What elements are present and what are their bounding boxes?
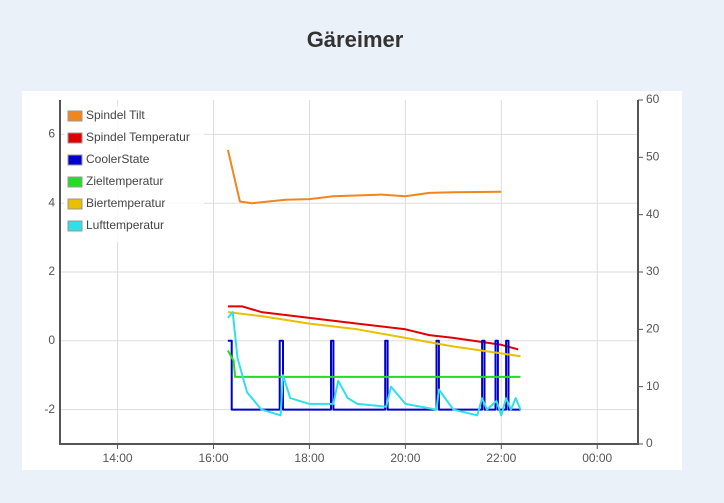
y-tick-label: 2 (48, 264, 55, 278)
series-line (227, 339, 521, 411)
x-tick-label: 22:00 (486, 451, 516, 465)
legend-label: CoolerState (86, 152, 150, 166)
y2-tick-label: 10 (646, 379, 660, 393)
y-tick-label: 4 (48, 195, 55, 209)
series-line (227, 311, 521, 358)
x-tick-label: 00:00 (582, 451, 612, 465)
y2-tick-label: 60 (646, 92, 660, 106)
y-tick-label: -2 (44, 402, 55, 416)
x-tick-label: 18:00 (294, 451, 324, 465)
legend-swatch (67, 220, 83, 232)
legend-label: Lufttemperatur (86, 218, 164, 232)
y-tick-label: 0 (48, 333, 55, 347)
legend-box (64, 106, 204, 242)
legend-label: Biertemperatur (86, 196, 165, 210)
x-tick-label: 16:00 (198, 451, 228, 465)
series-line (226, 149, 502, 205)
legend-swatch (67, 176, 83, 188)
series-line (227, 350, 521, 378)
series-line (227, 311, 522, 417)
chart-title: Gäreimer (307, 27, 404, 52)
legend-label: Spindel Tilt (86, 108, 145, 122)
y2-tick-label: 50 (646, 150, 660, 164)
legend-swatch (67, 110, 83, 122)
x-tick-label: 14:00 (103, 451, 133, 465)
legend-swatch (67, 198, 83, 210)
y2-tick-label: 20 (646, 322, 660, 336)
y-tick-label: 6 (48, 127, 55, 141)
legend-label: Zieltemperatur (86, 174, 163, 188)
x-tick-label: 20:00 (390, 451, 420, 465)
y2-tick-label: 30 (646, 264, 660, 278)
legend-label: Spindel Temperatur (86, 130, 190, 144)
legend-swatch (67, 132, 83, 144)
axis-frame (59, 100, 639, 445)
y2-tick-label: 0 (646, 436, 653, 450)
series-line (227, 305, 519, 351)
y2-tick-label: 40 (646, 207, 660, 221)
legend-swatch (67, 154, 83, 166)
